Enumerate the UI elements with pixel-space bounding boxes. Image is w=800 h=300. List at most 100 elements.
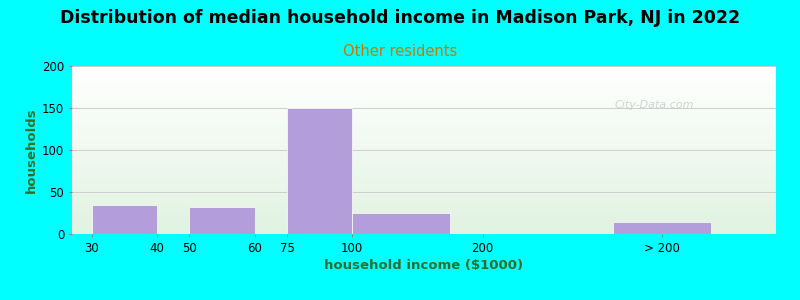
Bar	[72, 117, 776, 118]
Bar	[72, 135, 776, 136]
Bar	[72, 148, 776, 149]
Bar	[72, 92, 776, 93]
Bar	[72, 212, 776, 213]
Bar	[72, 70, 776, 71]
Bar	[72, 181, 776, 182]
Bar	[72, 79, 776, 80]
Bar	[72, 129, 776, 130]
Bar	[72, 177, 776, 178]
Bar	[72, 216, 776, 217]
Bar	[287, 108, 352, 234]
Bar	[72, 164, 776, 165]
Bar	[72, 109, 776, 110]
Bar	[72, 67, 776, 68]
Bar	[72, 200, 776, 201]
Bar	[72, 152, 776, 153]
Bar	[72, 90, 776, 91]
Bar	[72, 131, 776, 132]
Bar	[72, 80, 776, 81]
Bar	[72, 115, 776, 116]
Bar	[72, 102, 776, 103]
Bar	[72, 103, 776, 104]
Bar	[72, 77, 776, 78]
Bar	[72, 201, 776, 202]
Bar	[72, 192, 776, 193]
Bar	[613, 222, 711, 234]
Bar	[72, 88, 776, 89]
Bar	[72, 176, 776, 177]
Text: City-Data.com: City-Data.com	[614, 100, 694, 110]
X-axis label: household income ($1000): household income ($1000)	[325, 259, 523, 272]
Bar	[72, 182, 776, 183]
Bar	[72, 126, 776, 127]
Bar	[72, 78, 776, 79]
Bar	[72, 157, 776, 158]
Bar	[72, 199, 776, 200]
Bar	[72, 163, 776, 164]
Bar	[72, 198, 776, 199]
Bar	[72, 68, 776, 69]
Bar	[72, 104, 776, 105]
Bar	[72, 172, 776, 173]
Bar	[72, 211, 776, 212]
Bar	[72, 122, 776, 123]
Bar	[72, 119, 776, 120]
Bar	[72, 108, 776, 109]
Bar	[72, 209, 776, 210]
Bar	[72, 111, 776, 112]
Bar	[72, 186, 776, 187]
Text: Other residents: Other residents	[343, 44, 457, 59]
Bar	[72, 93, 776, 94]
Bar	[72, 217, 776, 218]
Bar	[72, 107, 776, 108]
Bar	[72, 218, 776, 219]
Bar	[72, 137, 776, 138]
Bar	[72, 184, 776, 185]
Bar	[72, 180, 776, 181]
Bar	[72, 84, 776, 85]
Bar	[72, 174, 776, 175]
Bar	[72, 134, 776, 135]
Bar	[72, 169, 776, 170]
Bar	[72, 173, 776, 174]
Bar	[72, 99, 776, 100]
Bar	[72, 227, 776, 228]
Bar	[72, 74, 776, 75]
Bar	[72, 136, 776, 137]
Bar	[190, 207, 254, 234]
Bar	[72, 140, 776, 141]
Bar	[72, 143, 776, 144]
Bar	[72, 139, 776, 140]
Bar	[72, 72, 776, 73]
Bar	[72, 147, 776, 148]
Bar	[72, 73, 776, 74]
Bar	[72, 206, 776, 207]
Bar	[72, 220, 776, 221]
Bar	[72, 151, 776, 152]
Bar	[72, 222, 776, 223]
Bar	[72, 202, 776, 203]
Bar	[72, 154, 776, 155]
Bar	[72, 158, 776, 159]
Bar	[91, 205, 157, 234]
Bar	[72, 203, 776, 204]
Bar	[72, 125, 776, 126]
Bar	[72, 183, 776, 184]
Bar	[72, 69, 776, 70]
Bar	[72, 168, 776, 169]
Bar	[72, 194, 776, 195]
Bar	[72, 162, 776, 163]
Bar	[72, 75, 776, 76]
Bar	[72, 100, 776, 101]
Bar	[72, 195, 776, 196]
Bar	[72, 225, 776, 226]
Bar	[72, 228, 776, 229]
Bar	[72, 155, 776, 156]
Bar	[72, 189, 776, 190]
Bar	[72, 210, 776, 211]
Bar	[72, 215, 776, 216]
Bar	[72, 170, 776, 171]
Bar	[72, 138, 776, 139]
Bar	[72, 208, 776, 209]
Bar	[72, 98, 776, 99]
